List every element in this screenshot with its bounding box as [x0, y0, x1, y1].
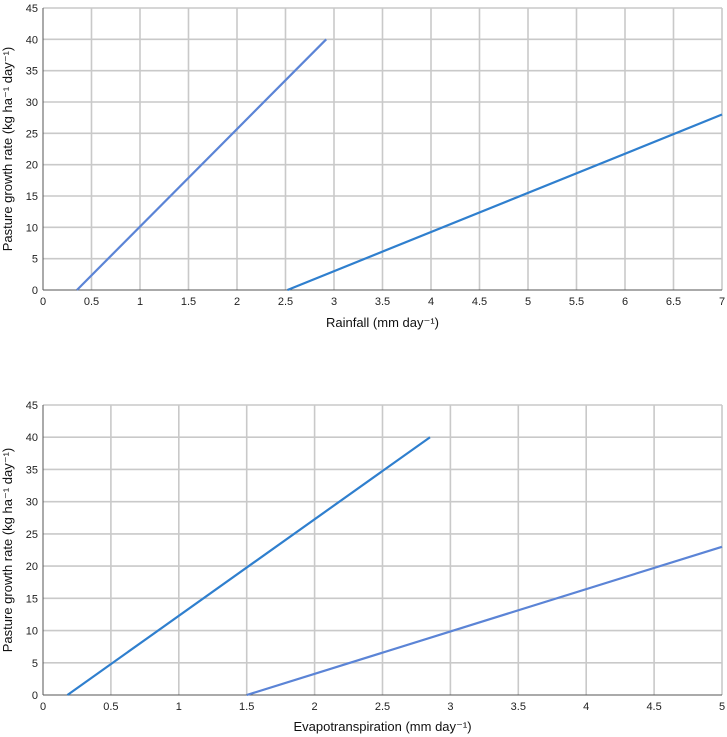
- series-line: [287, 113, 723, 292]
- x-tick-label: 0: [40, 701, 46, 713]
- y-tick-label: 10: [26, 222, 38, 234]
- x-tick-label: 1.5: [181, 296, 196, 308]
- x-tick-label: 2.5: [375, 701, 390, 713]
- x-tick-label: 3: [331, 296, 337, 308]
- y-tick-label: 30: [26, 497, 38, 509]
- x-tick-label: 4.5: [646, 701, 661, 713]
- x-tick-label: 5: [525, 296, 531, 308]
- y-axis-title: Pasture growth rate (kg ha⁻¹ day⁻¹): [0, 47, 15, 251]
- y-tick-label: 40: [26, 432, 38, 444]
- y-tick-label: 20: [26, 160, 38, 172]
- x-tick-label: 0.5: [84, 296, 99, 308]
- y-tick-label: 15: [26, 593, 38, 605]
- y-tick-label: 45: [26, 3, 38, 15]
- x-axis-title: Evapotranspiration (mm day⁻¹): [293, 719, 471, 734]
- series-line: [66, 436, 431, 696]
- x-tick-label: 6: [622, 296, 628, 308]
- y-tick-label: 35: [26, 66, 38, 78]
- series-line: [246, 545, 723, 697]
- x-tick-label: 2.5: [278, 296, 293, 308]
- y-tick-label: 5: [32, 254, 38, 266]
- y-tick-label: 25: [26, 529, 38, 541]
- y-tick-label: 35: [26, 464, 38, 476]
- x-tick-label: 5: [719, 701, 725, 713]
- x-tick-label: 5.5: [569, 296, 584, 308]
- x-tick-label: 0.5: [103, 701, 118, 713]
- x-tick-label: 1: [137, 296, 143, 308]
- y-tick-label: 45: [26, 400, 38, 412]
- series-line: [76, 38, 328, 291]
- x-tick-label: 2: [234, 296, 240, 308]
- x-tick-label: 1: [176, 701, 182, 713]
- x-tick-label: 0: [40, 296, 46, 308]
- y-tick-label: 20: [26, 561, 38, 573]
- rainfall-chart: 0 0.5 1 1.5 2 2.5 3 3.5 4 4.5 5 5.5 6 6.5 7 0 5 10 15 20 25 3…: [0, 3, 725, 330]
- y-tick-label: 25: [26, 128, 38, 140]
- y-axis-title: Pasture growth rate (kg ha⁻¹ day⁻¹): [0, 448, 15, 652]
- x-tick-label: 4.5: [472, 296, 487, 308]
- x-tick-label: 2: [312, 701, 318, 713]
- y-tick-label: 10: [26, 626, 38, 638]
- x-tick-label: 4: [428, 296, 434, 308]
- y-tick-label: 0: [32, 285, 38, 297]
- x-axis-title: Rainfall (mm day⁻¹): [326, 315, 439, 330]
- evapotranspiration-chart: 0 0.5 1 1.5 2 2.5 3 3.5 4 4.5 5 0 5 10 15 20 25 30 35 40 45 E…: [0, 400, 725, 734]
- y-tick-label: 15: [26, 191, 38, 203]
- x-tick-label: 3: [447, 701, 453, 713]
- y-tick-label: 30: [26, 97, 38, 109]
- y-tick-label: 0: [32, 690, 38, 702]
- y-tick-label: 5: [32, 658, 38, 670]
- x-tick-label: 3.5: [375, 296, 390, 308]
- x-tick-label: 6.5: [666, 296, 681, 308]
- x-tick-label: 4: [583, 701, 589, 713]
- x-tick-label: 3.5: [511, 701, 526, 713]
- x-tick-label: 1.5: [239, 701, 254, 713]
- x-tick-label: 7: [719, 296, 725, 308]
- y-tick-label: 40: [26, 34, 38, 46]
